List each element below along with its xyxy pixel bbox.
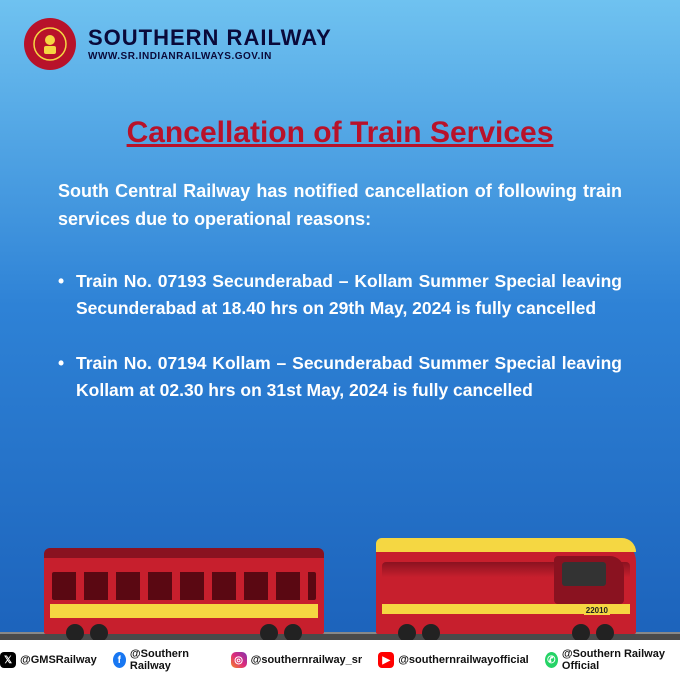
railway-logo	[24, 18, 76, 70]
instagram-icon: ◎	[231, 652, 247, 668]
loco-number: 22010	[584, 606, 610, 615]
youtube-icon: ▶	[378, 652, 394, 668]
locomotive-icon: 22010	[376, 538, 636, 634]
list-item: Train No. 07193 Secunderabad – Kollam Su…	[58, 268, 622, 322]
header: SOUTHERN RAILWAY WWW.SR.INDIANRAILWAYS.G…	[0, 0, 680, 88]
brand-text: SOUTHERN RAILWAY WWW.SR.INDIANRAILWAYS.G…	[88, 26, 332, 61]
social-whatsapp: ✆@Southern Railway Official	[545, 648, 680, 672]
train-illustration: 22010	[0, 520, 680, 640]
social-facebook: f@Southern Railway	[113, 648, 215, 672]
passenger-coach-icon	[44, 548, 324, 634]
x-handle: @GMSRailway	[20, 654, 97, 666]
ig-handle: @southernrailway_sr	[251, 654, 363, 666]
x-icon: 𝕏	[0, 652, 16, 668]
cancellation-list: Train No. 07193 Secunderabad – Kollam Su…	[58, 268, 622, 405]
yt-handle: @southernrailwayofficial	[398, 654, 529, 666]
whatsapp-icon: ✆	[545, 652, 558, 668]
org-name: SOUTHERN RAILWAY	[88, 26, 332, 50]
social-youtube: ▶ @southernrailwayofficial	[378, 652, 529, 668]
social-x: 𝕏 @GMSRailway	[0, 652, 97, 668]
social-footer: 𝕏 @GMSRailway f@Southern Railway ◎ @southe…	[0, 640, 680, 680]
content-block: South Central Railway has notified cance…	[0, 178, 680, 404]
social-instagram: ◎ @southernrailway_sr	[231, 652, 363, 668]
wa-handle: @Southern Railway Official	[562, 648, 680, 672]
logo-emblem-icon	[32, 26, 68, 62]
page-title: Cancellation of Train Services	[0, 116, 680, 150]
org-url: WWW.SR.INDIANRAILWAYS.GOV.IN	[88, 51, 332, 62]
list-item: Train No. 07194 Kollam – Secunderabad Su…	[58, 350, 622, 404]
intro-text: South Central Railway has notified cance…	[58, 178, 622, 234]
facebook-icon: f	[113, 652, 126, 668]
fb-handle: @Southern Railway	[130, 648, 215, 672]
poster-background: SOUTHERN RAILWAY WWW.SR.INDIANRAILWAYS.G…	[0, 0, 680, 680]
